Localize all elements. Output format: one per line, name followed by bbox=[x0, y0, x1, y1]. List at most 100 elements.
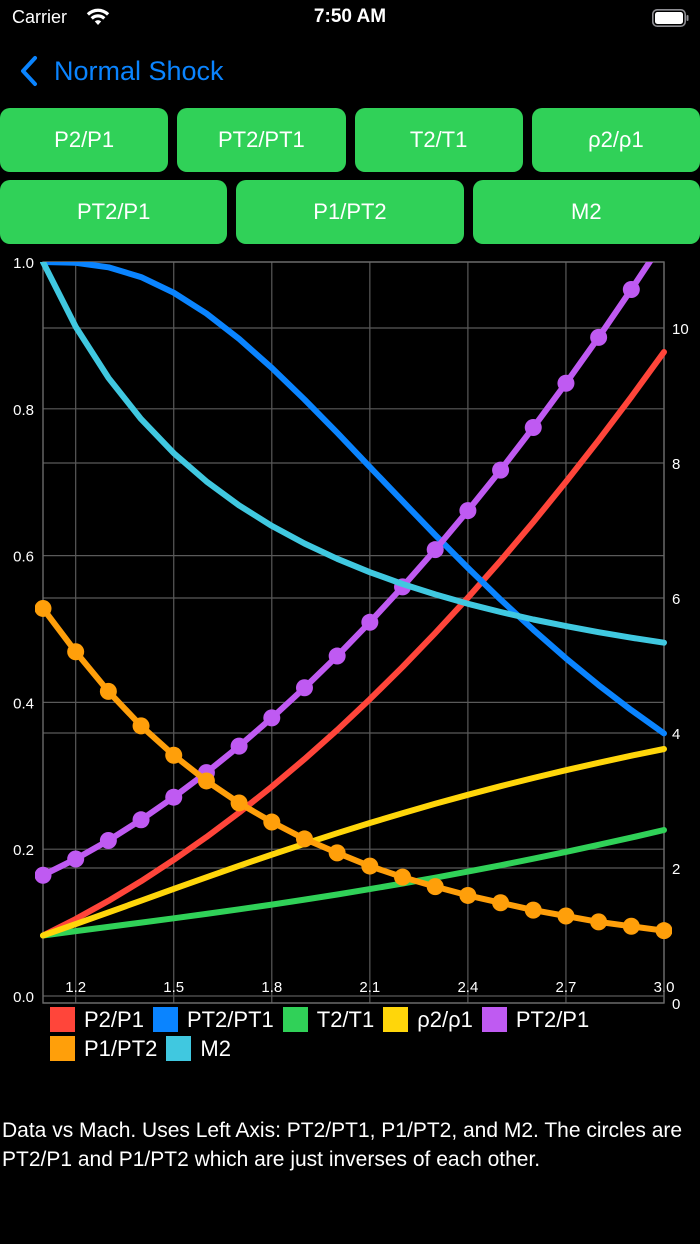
data-point bbox=[557, 374, 575, 392]
legend-swatch bbox=[50, 1007, 75, 1032]
data-point bbox=[99, 831, 117, 849]
normal-shock-chart[interactable]: 0.0 0.2 0.4 0.6 0.8 1.0 0 2 4 6 8 10 1.2 1.5 1.8 2.1 2.4… bbox=[0, 250, 700, 1020]
data-point bbox=[165, 746, 183, 764]
data-point bbox=[622, 281, 640, 299]
right-axis-tick-label: 10 bbox=[672, 321, 689, 338]
series-p2-p1 bbox=[40, 349, 667, 939]
x-axis-tick-label: 2.1 bbox=[359, 979, 380, 996]
chart-description: Data vs Mach. Uses Left Axis: PT2/PT1, P… bbox=[2, 1119, 683, 1171]
legend-row-2: P1/PT2 M2 bbox=[50, 1034, 690, 1063]
data-point bbox=[459, 502, 477, 520]
legend-row-1: P2/P1 PT2/PT1 T2/T1 ρ2/ρ1 PT2/P1 bbox=[50, 1005, 690, 1034]
series--2--1 bbox=[40, 746, 667, 939]
x-axis-tick-label: 1.2 bbox=[65, 979, 86, 996]
data-point bbox=[590, 328, 608, 346]
data-point bbox=[622, 917, 640, 935]
x-axis-tick-label: 2.4 bbox=[457, 979, 478, 996]
data-point bbox=[165, 788, 183, 806]
data-point bbox=[426, 541, 444, 559]
data-point bbox=[590, 913, 608, 931]
left-axis-tick-label: 1.0 bbox=[13, 255, 34, 272]
data-point bbox=[655, 922, 672, 940]
data-point bbox=[459, 886, 477, 904]
legend-item: M2 bbox=[166, 1036, 231, 1062]
legend-label: T2/T1 bbox=[316, 1006, 375, 1032]
pt2-p1-button[interactable]: PT2/P1 bbox=[0, 180, 228, 244]
left-axis-tick-label: 0.6 bbox=[13, 549, 34, 566]
x-axis-tick-label: 1.8 bbox=[261, 979, 282, 996]
p2-p1-button[interactable]: P2/P1 bbox=[0, 108, 169, 172]
data-point bbox=[328, 647, 346, 665]
data-point bbox=[263, 813, 281, 831]
data-point bbox=[35, 599, 52, 617]
data-point bbox=[230, 737, 248, 755]
data-point bbox=[197, 772, 215, 790]
series-m2 bbox=[40, 262, 667, 646]
left-axis-tick-label: 0.2 bbox=[13, 842, 34, 859]
status-time: 7:50 AM bbox=[313, 6, 387, 27]
legend-label: P2/P1 bbox=[84, 1006, 144, 1032]
plot-border bbox=[42, 261, 665, 1004]
data-point bbox=[492, 894, 510, 912]
chevron-left-icon bbox=[21, 56, 37, 86]
legend-swatch bbox=[166, 1036, 192, 1061]
p1-pt2-button[interactable]: P1/PT2 bbox=[236, 180, 464, 244]
chart-legend: P2/P1 PT2/PT1 T2/T1 ρ2/ρ1 PT2/P1 P1/PT2 M2 bbox=[50, 1005, 690, 1063]
series-t2-t1 bbox=[40, 827, 667, 939]
data-point bbox=[394, 868, 412, 886]
series-button-row-2: PT2/P1 P1/PT2 M2 bbox=[0, 180, 700, 244]
data-point bbox=[99, 682, 117, 700]
data-point bbox=[67, 643, 85, 661]
t2-t1-button[interactable]: T2/T1 bbox=[354, 108, 523, 172]
x-axis-tick-label: 1.5 bbox=[163, 979, 184, 996]
data-point bbox=[426, 878, 444, 896]
legend-label: PT2/P1 bbox=[515, 1006, 590, 1032]
legend-swatch bbox=[50, 1036, 75, 1061]
right-axis-tick-label: 6 bbox=[672, 591, 680, 608]
series-p1-pt2 bbox=[35, 599, 672, 940]
data-point bbox=[295, 830, 313, 848]
right-axis-tick-label: 0 bbox=[672, 996, 680, 1013]
data-point bbox=[230, 794, 248, 812]
data-point bbox=[361, 613, 379, 631]
data-point bbox=[67, 850, 85, 868]
wifi-icon bbox=[86, 8, 110, 25]
legend-label: ρ2/ρ1 bbox=[417, 1006, 473, 1032]
back-label: Normal Shock bbox=[54, 55, 224, 86]
rho2-rho1-button[interactable]: ρ2/ρ1 bbox=[531, 108, 700, 172]
data-point bbox=[132, 717, 150, 735]
data-point bbox=[524, 901, 542, 919]
left-axis-tick-label: 0.0 bbox=[13, 989, 34, 1006]
legend-swatch bbox=[383, 1007, 409, 1032]
data-point bbox=[557, 907, 575, 925]
data-point bbox=[263, 709, 281, 727]
m2-button[interactable]: M2 bbox=[472, 180, 700, 244]
right-axis-tick-label: 8 bbox=[672, 456, 680, 473]
data-point bbox=[524, 418, 542, 436]
legend-swatch bbox=[282, 1007, 308, 1032]
navigation-bar: Normal Shock bbox=[0, 50, 700, 94]
legend-item: ρ2/ρ1 bbox=[383, 1007, 473, 1033]
status-bar: Carrier 7:50 AM bbox=[0, 0, 700, 36]
legend-label: P1/PT2 bbox=[84, 1035, 158, 1061]
left-axis-tick-label: 0.4 bbox=[13, 695, 34, 712]
legend-swatch bbox=[481, 1007, 507, 1032]
data-point bbox=[492, 461, 510, 479]
legend-swatch bbox=[152, 1007, 178, 1032]
data-point bbox=[132, 811, 150, 829]
x-axis-tick-label: 2.7 bbox=[556, 979, 577, 996]
data-point bbox=[361, 857, 379, 875]
right-axis-tick-label: 2 bbox=[672, 861, 680, 878]
data-point bbox=[295, 679, 313, 697]
right-axis-tick-label: 4 bbox=[672, 726, 680, 743]
legend-item: P1/PT2 bbox=[50, 1036, 157, 1062]
legend-label: M2 bbox=[200, 1035, 231, 1061]
legend-label: PT2/PT1 bbox=[186, 1006, 274, 1032]
legend-item: PT2/PT1 bbox=[152, 1006, 274, 1033]
carrier-label: Carrier bbox=[12, 7, 68, 27]
pt2-pt1-button[interactable]: PT2/PT1 bbox=[177, 108, 346, 172]
legend-item: T2/T1 bbox=[282, 1006, 375, 1033]
back-button[interactable]: Normal Shock bbox=[18, 54, 224, 88]
legend-item: P2/P1 bbox=[50, 1007, 144, 1033]
legend-item: PT2/P1 bbox=[481, 1006, 590, 1033]
